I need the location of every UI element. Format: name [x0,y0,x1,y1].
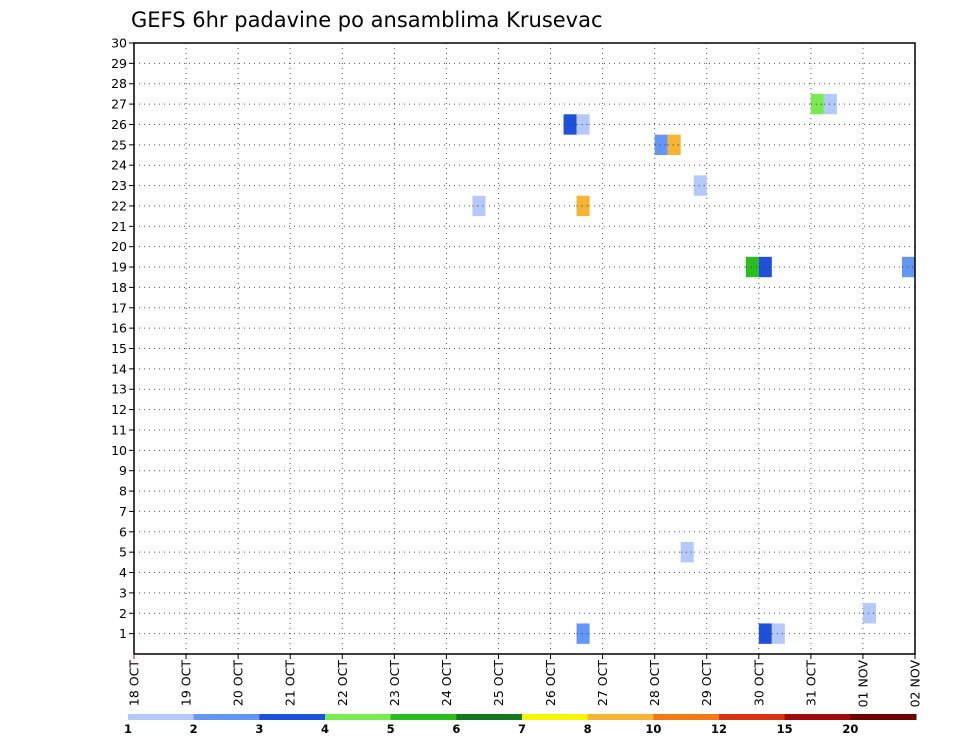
legend-swatch [522,714,589,720]
data-cells [472,93,915,644]
legend-label: 10 [645,722,661,736]
y-tick-label: 29 [111,56,127,71]
y-tick-label: 1 [119,626,127,641]
y-tick-label: 22 [111,198,127,213]
legend-swatch [390,714,457,720]
y-tick-label: 9 [119,463,127,478]
legend-label: 3 [255,722,263,736]
x-tick-label: 21 OCT [283,660,298,706]
data-cell [472,195,486,217]
data-cell [823,93,837,115]
y-tick-label: 2 [119,606,127,621]
data-cell [745,256,759,278]
y-tick-label: 23 [111,178,127,193]
legend-label: 12 [711,722,727,736]
y-tick-label: 6 [119,524,127,539]
data-cell [771,623,785,644]
data-cell [758,256,772,278]
x-tick-label: 24 OCT [439,660,454,706]
legend-label: 8 [584,722,592,736]
data-cell [667,134,681,156]
y-tick-label: 26 [111,117,127,132]
x-tick-label: 28 OCT [647,660,662,706]
y-tick-label: 10 [111,443,127,458]
legend-swatch [653,714,720,720]
legend-swatch [719,714,786,720]
y-tick-label: 24 [111,158,127,173]
chart-title: GEFS 6hr padavine po ansamblima Krusevac [131,8,603,32]
data-cell [576,623,590,644]
y-tick-label: 11 [111,422,127,437]
legend-swatch [193,714,260,720]
data-cell [901,256,915,278]
data-cell [576,114,590,135]
grid-lines [134,43,915,654]
color-legend: 1 2 3 4 5 6 7 8 10 12 15 20 [124,714,917,736]
data-cell [576,195,590,217]
x-tick-label: 27 OCT [595,660,610,706]
data-cell [693,175,707,196]
legend-swatch [850,714,917,720]
y-tick-label: 27 [111,97,127,112]
x-tick-label: 20 OCT [231,660,246,706]
x-tick-label: 26 OCT [543,660,558,706]
legend-swatch [128,714,195,720]
y-tick-label: 19 [111,260,127,275]
y-tick-label: 4 [119,565,127,580]
legend-label: 7 [518,722,526,736]
y-tick-label: 25 [111,137,127,152]
legend-label: 5 [387,722,395,736]
y-tick-label: 17 [111,300,127,315]
data-cell [563,114,577,135]
y-tick-label: 14 [111,361,127,376]
x-tick-label: 18 OCT [127,660,142,706]
x-tick-label: 02 NOV [908,660,923,708]
y-tick-label: 12 [111,402,127,417]
legend-swatch [456,714,523,720]
data-cell [654,134,668,156]
legend-label: 4 [321,722,329,736]
y-axis: 1234567891011121314151617181920212223242… [111,36,134,641]
y-tick-label: 21 [111,219,127,234]
x-tick-label: 25 OCT [491,660,506,706]
data-cell [680,541,694,563]
x-tick-label: 22 OCT [335,660,350,706]
y-tick-label: 7 [119,504,127,519]
legend-label: 2 [190,722,198,736]
data-cell [758,623,772,644]
y-tick-label: 8 [119,484,127,499]
y-tick-label: 20 [111,239,127,254]
legend-label: 15 [777,722,793,736]
legend-swatch [587,714,654,720]
x-axis: 18 OCT 19 OCT 20 OCT 21 OCT 22 OCT 23 OCT 24 O… [127,654,923,707]
legend-label: 20 [842,722,858,736]
y-tick-label: 15 [111,341,127,356]
legend-swatch [784,714,851,720]
legend-swatch [325,714,392,720]
legend-label: 1 [124,722,132,736]
x-tick-label: 30 OCT [751,660,766,706]
x-tick-label: 23 OCT [387,660,402,706]
y-tick-label: 16 [111,321,127,336]
y-tick-label: 28 [111,76,127,91]
x-tick-label: 31 OCT [803,660,818,706]
y-tick-label: 13 [111,382,127,397]
x-tick-label: 01 NOV [855,660,870,708]
y-tick-label: 5 [119,545,127,560]
data-cell [862,603,876,624]
legend-label: 6 [452,722,460,736]
x-tick-label: 29 OCT [699,660,714,706]
legend-swatch [259,714,326,720]
y-tick-label: 18 [111,280,127,295]
data-cell [810,93,824,115]
y-tick-label: 30 [111,36,127,51]
x-tick-label: 19 OCT [179,660,194,706]
y-tick-label: 3 [119,585,127,600]
